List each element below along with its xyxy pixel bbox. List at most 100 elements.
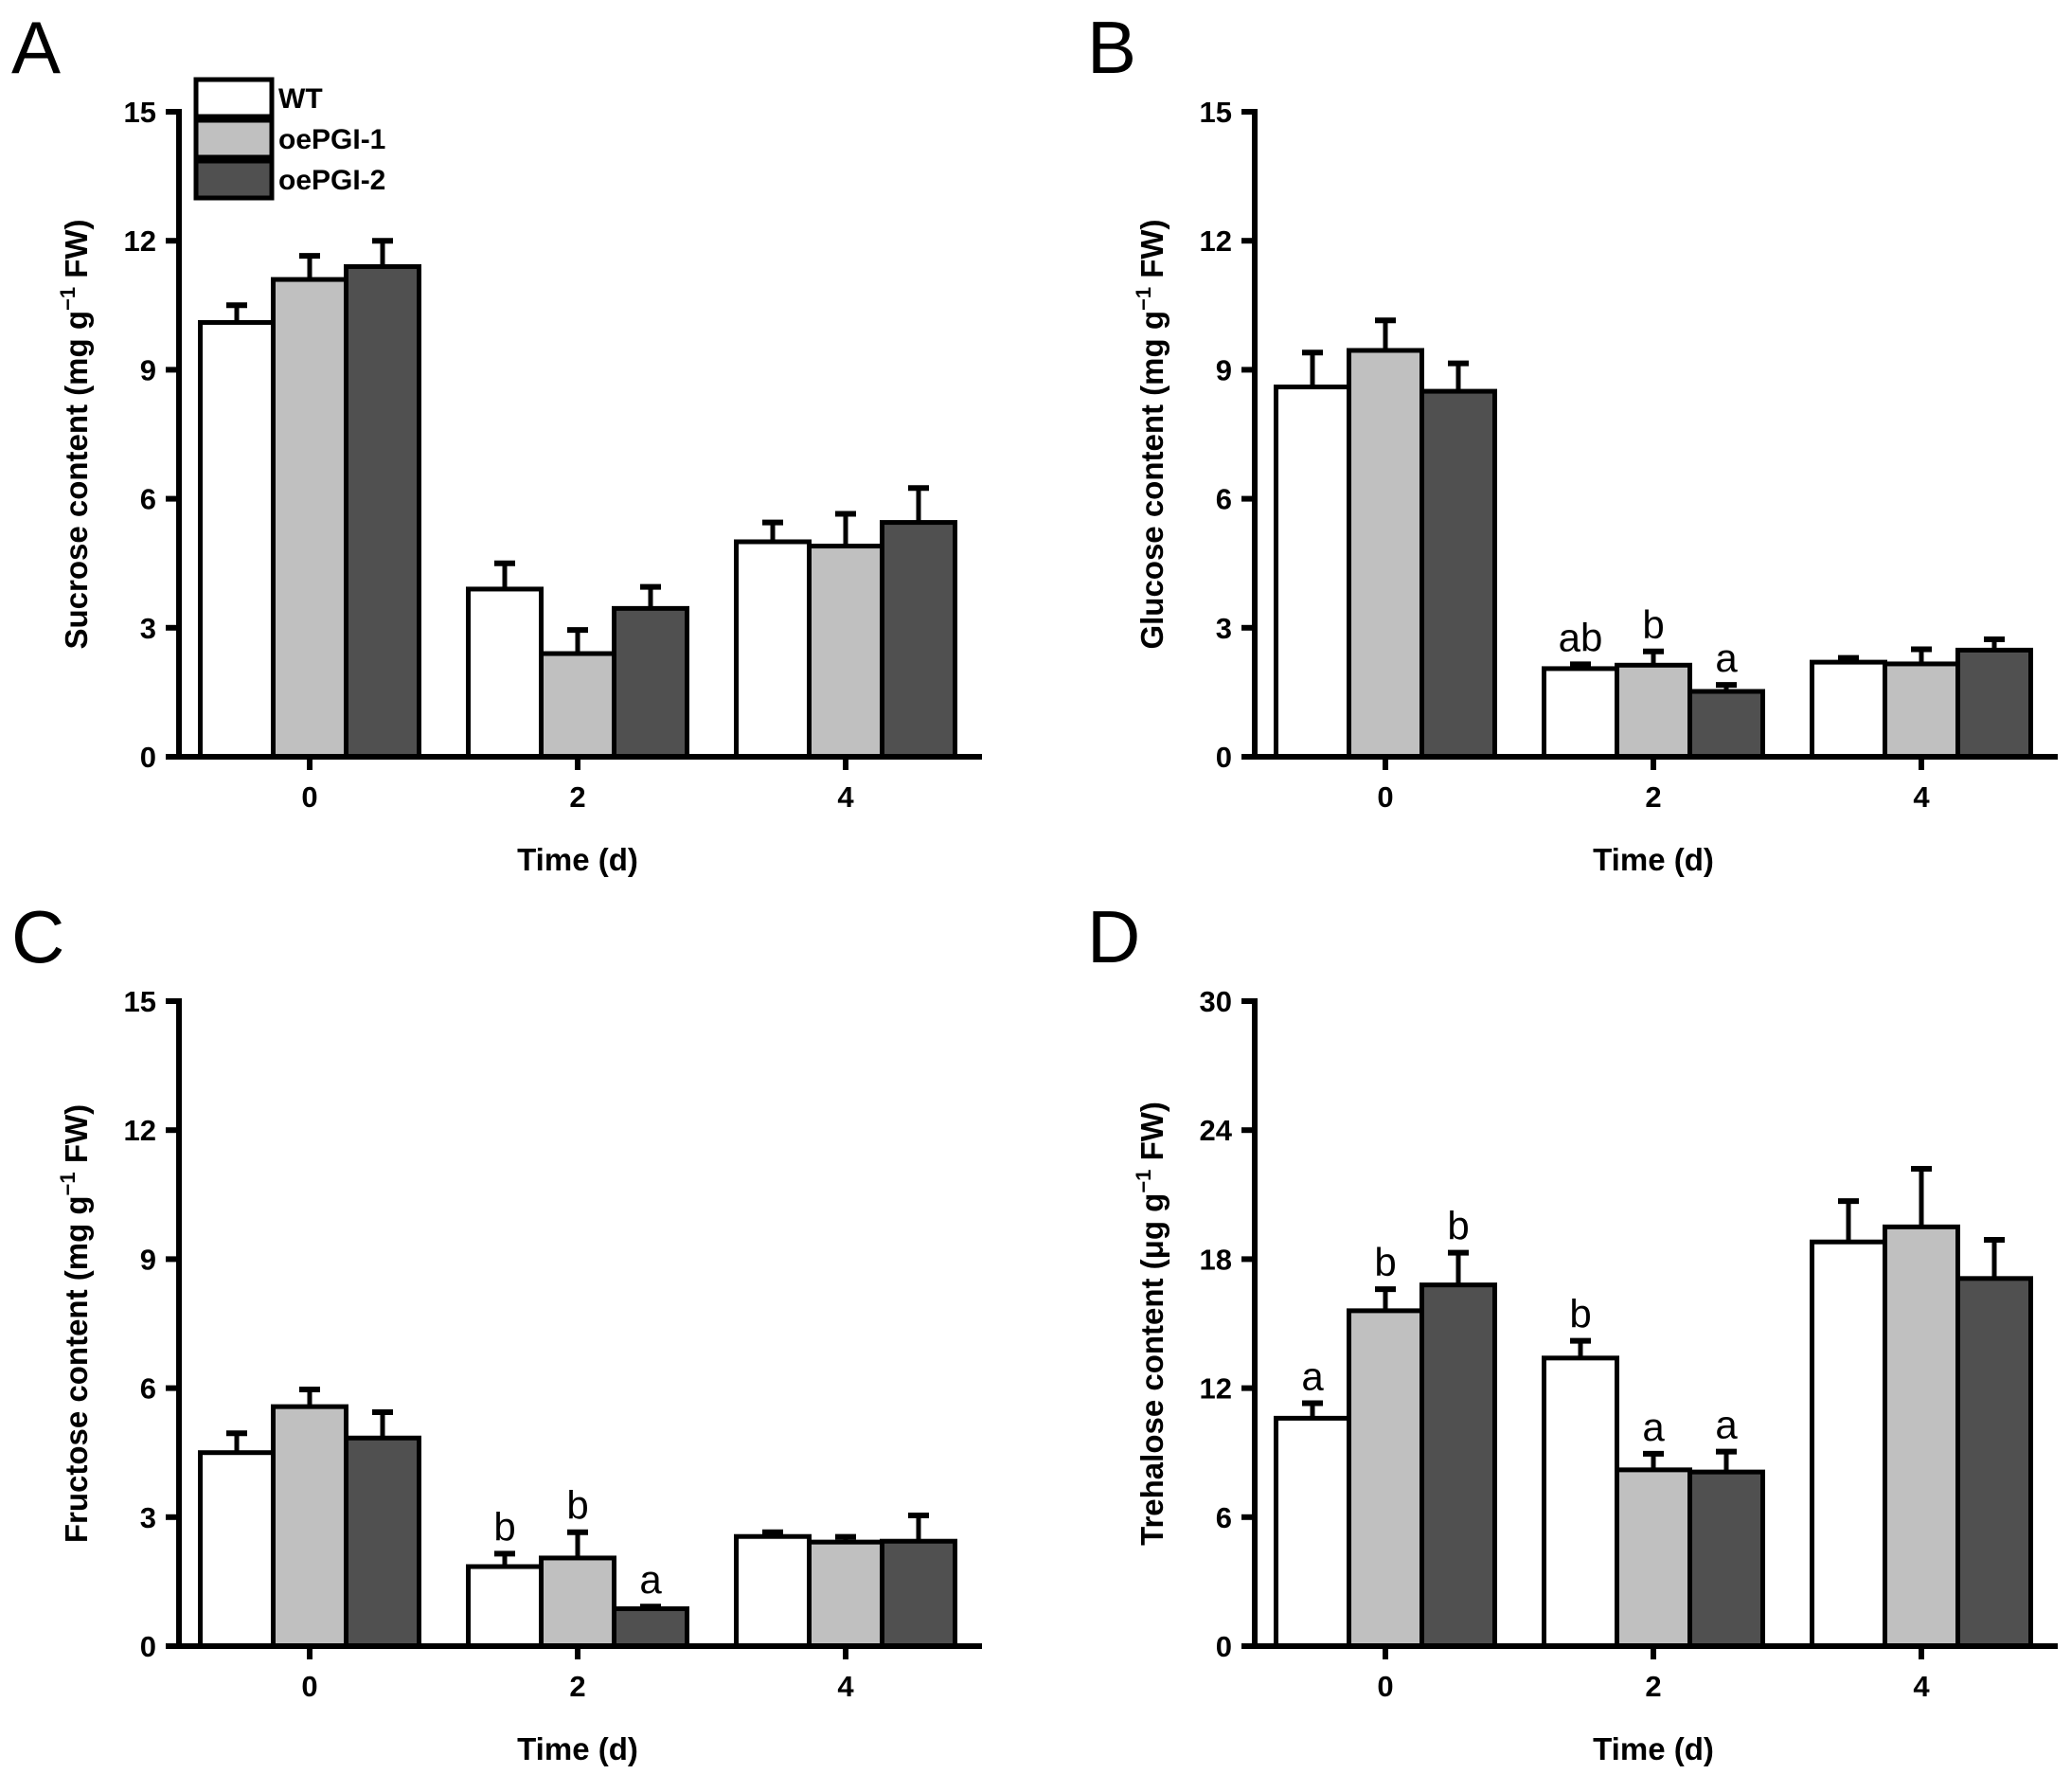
y-axis-label-unit: FW) xyxy=(1134,219,1169,286)
bar-oepgi-1-t4 xyxy=(1883,661,1960,760)
bar-oepgi-1-t2 xyxy=(539,1555,616,1649)
significance-letter: b xyxy=(493,1504,515,1549)
y-tick-label: 12 xyxy=(124,1114,156,1147)
x-tick-label: 4 xyxy=(837,780,854,814)
bar-wt-t0 xyxy=(1274,385,1351,760)
y-axis-label: Trehalose content (μg g−1 FW) xyxy=(1132,1102,1169,1546)
bar-oepgi-2-t0 xyxy=(1419,388,1497,760)
x-tick-label: 2 xyxy=(1645,780,1661,814)
bar-oepgi-2-t2 xyxy=(612,1606,689,1649)
y-axis-label-superscript: −1 xyxy=(1132,1170,1155,1193)
significance-letter: b xyxy=(1642,602,1664,647)
significance-letter: a xyxy=(1715,1403,1738,1447)
y-tick-label: 12 xyxy=(1200,224,1232,258)
x-tick-label: 2 xyxy=(1645,1670,1661,1703)
panel-a: A 0 3 6 9 12 15 0 2 4 Time (d) Sucrose content (mg … xyxy=(11,6,982,877)
x-tick-label: 0 xyxy=(1377,780,1393,814)
legend-swatch-wt xyxy=(193,77,275,119)
panel-letter: B xyxy=(1087,6,1136,89)
y-tick-label: 3 xyxy=(1216,612,1232,645)
y-tick-label: 6 xyxy=(140,1372,156,1406)
x-tick-label: 2 xyxy=(569,780,585,814)
y-tick-label: 18 xyxy=(1200,1243,1232,1276)
x-tick-label: 0 xyxy=(301,780,317,814)
y-axis-label-superscript: −1 xyxy=(56,1172,80,1195)
y-tick-label: 6 xyxy=(140,483,156,516)
significance-letter: ab xyxy=(1559,615,1603,659)
bar-oepgi-2-t4 xyxy=(1955,1276,2033,1649)
y-tick-label: 0 xyxy=(1216,1630,1232,1663)
legend: WT oePGI-1 oePGI-2 xyxy=(193,77,385,201)
legend-label-oepgi-1: oePGI-1 xyxy=(278,124,385,155)
bar-wt-t2 xyxy=(466,586,544,760)
bar-oepgi-1-t2 xyxy=(1615,662,1692,760)
significance-letter: a xyxy=(1301,1353,1324,1398)
y-tick-label: 6 xyxy=(1216,483,1232,516)
bar-wt-t4 xyxy=(1810,1239,1887,1649)
bar-oepgi-1-t2 xyxy=(1615,1467,1692,1649)
bar-oepgi-2-t0 xyxy=(344,263,421,760)
y-tick-label: 9 xyxy=(1216,353,1232,386)
y-tick-label: 0 xyxy=(140,1630,156,1663)
y-axis-label-unit: FW) xyxy=(1134,1102,1169,1169)
significance-letter: b xyxy=(1447,1204,1469,1248)
y-tick-label: 24 xyxy=(1200,1114,1233,1147)
y-tick-label: 3 xyxy=(140,612,156,645)
y-tick-label: 12 xyxy=(124,224,156,258)
y-tick-label: 15 xyxy=(124,96,156,129)
y-tick-label: 30 xyxy=(1200,985,1232,1018)
x-tick-label: 2 xyxy=(569,1670,585,1703)
significance-letter: b xyxy=(566,1483,588,1528)
bar-wt-t4 xyxy=(1810,659,1887,760)
bar-oepgi-1-t4 xyxy=(807,544,884,760)
y-tick-label: 15 xyxy=(124,985,156,1018)
x-axis-label: Time (d) xyxy=(1593,1731,1714,1766)
legend-swatch-oepgi-2 xyxy=(193,158,275,201)
significance-letter: a xyxy=(639,1557,662,1602)
x-axis-label: Time (d) xyxy=(517,1731,638,1766)
bar-oepgi-1-t0 xyxy=(271,1404,348,1649)
bar-oepgi-2-t4 xyxy=(1955,647,2033,760)
legend-swatch-oepgi-1 xyxy=(193,117,275,160)
x-tick-label: 0 xyxy=(1377,1670,1393,1703)
y-axis-label: Glucose content (mg g−1 FW) xyxy=(1132,219,1169,649)
y-tick-label: 0 xyxy=(140,741,156,774)
y-axis-label-superscript: −1 xyxy=(56,287,80,311)
bar-wt-t4 xyxy=(734,539,812,760)
panel-c: Cb b a 0 3 6 9 12 15 0 2 4 Time (d) Fructose content … xyxy=(11,895,982,1766)
y-axis-label: Fructose content (mg g−1 FW) xyxy=(56,1104,94,1543)
significance-letter: b xyxy=(1569,1292,1591,1336)
bar-wt-t0 xyxy=(198,1450,276,1649)
bar-wt-t2 xyxy=(1542,1355,1619,1649)
y-axis-label: Sucrose content (mg g−1 FW) xyxy=(56,219,94,649)
bar-oepgi-2-t4 xyxy=(880,1538,957,1649)
legend-label-wt: WT xyxy=(278,83,323,115)
bar-oepgi-2-t0 xyxy=(344,1435,421,1649)
bar-oepgi-1-t4 xyxy=(807,1539,884,1649)
panel-b: Bab b a 0 3 6 9 12 15 0 2 4 Time (d) Glucose content … xyxy=(1087,6,2058,877)
bar-wt-t2 xyxy=(1542,666,1619,760)
bar-wt-t4 xyxy=(734,1533,812,1649)
bar-oepgi-1-t2 xyxy=(539,651,616,760)
y-tick-label: 12 xyxy=(1200,1372,1232,1406)
y-axis-label-text: Glucose content (mg g xyxy=(1134,311,1169,650)
y-tick-label: 9 xyxy=(140,353,156,386)
x-axis-label: Time (d) xyxy=(1593,842,1714,877)
y-tick-label: 9 xyxy=(140,1243,156,1276)
y-tick-label: 15 xyxy=(1200,96,1232,129)
significance-letter: b xyxy=(1374,1240,1396,1284)
legend-label-oepgi-2: oePGI-2 xyxy=(278,165,385,196)
y-tick-label: 6 xyxy=(1216,1501,1232,1534)
panel-letter: C xyxy=(11,895,64,978)
significance-letter: a xyxy=(1642,1405,1665,1449)
bar-oepgi-2-t2 xyxy=(1687,689,1765,760)
bar-oepgi-2-t2 xyxy=(612,605,689,760)
panel-letter: A xyxy=(11,6,61,89)
bar-oepgi-1-t4 xyxy=(1883,1224,1960,1649)
y-axis-label-text: Trehalose content (μg g xyxy=(1134,1193,1169,1546)
bar-oepgi-1-t0 xyxy=(1347,1308,1424,1649)
significance-letter: a xyxy=(1715,636,1738,680)
x-tick-label: 4 xyxy=(1913,780,1930,814)
